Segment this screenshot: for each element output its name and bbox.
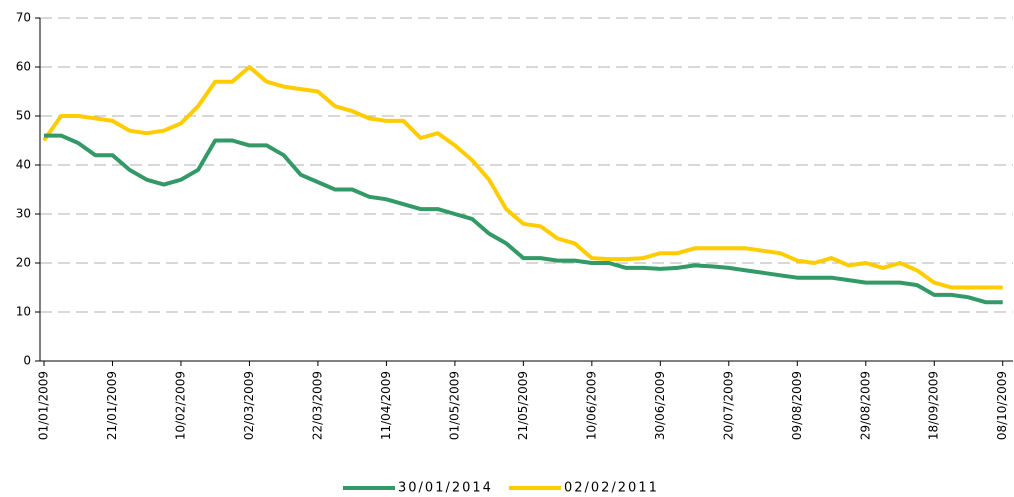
x-tick-label: 02/03/2009 [242, 371, 256, 440]
series-line [44, 133, 1003, 305]
y-tick-label: 20 [16, 256, 31, 270]
x-tick-label: 01/05/2009 [447, 371, 461, 440]
y-tick-label: 30 [16, 207, 31, 221]
series-line [42, 65, 1003, 290]
y-tick-label: 60 [16, 60, 31, 74]
y-tick-label: 10 [16, 305, 31, 319]
x-tick-label: 21/01/2009 [105, 371, 119, 440]
x-tick-label: 29/08/2009 [858, 371, 872, 440]
legend-label: 30/01/2014 [398, 481, 493, 496]
y-tick-label: 0 [23, 354, 31, 368]
x-tick-label: 01/01/2009 [37, 371, 51, 440]
y-tick-label: 70 [16, 11, 31, 25]
x-tick-label: 22/03/2009 [310, 371, 324, 440]
x-tick-label: 30/06/2009 [653, 371, 667, 440]
x-tick-label: 18/09/2009 [927, 371, 941, 440]
x-tick-label: 09/08/2009 [790, 371, 804, 440]
y-tick-label: 40 [16, 158, 31, 172]
y-tick-label: 50 [16, 109, 31, 123]
x-tick-label: 10/02/2009 [173, 371, 187, 440]
x-tick-label: 21/05/2009 [516, 371, 530, 440]
x-tick-label: 10/06/2009 [584, 371, 598, 440]
x-tick-label: 11/04/2009 [379, 371, 393, 440]
legend-label: 02/02/2011 [564, 481, 659, 496]
x-tick-label: 08/10/2009 [995, 371, 1009, 440]
x-tick-label: 20/07/2009 [721, 371, 735, 440]
